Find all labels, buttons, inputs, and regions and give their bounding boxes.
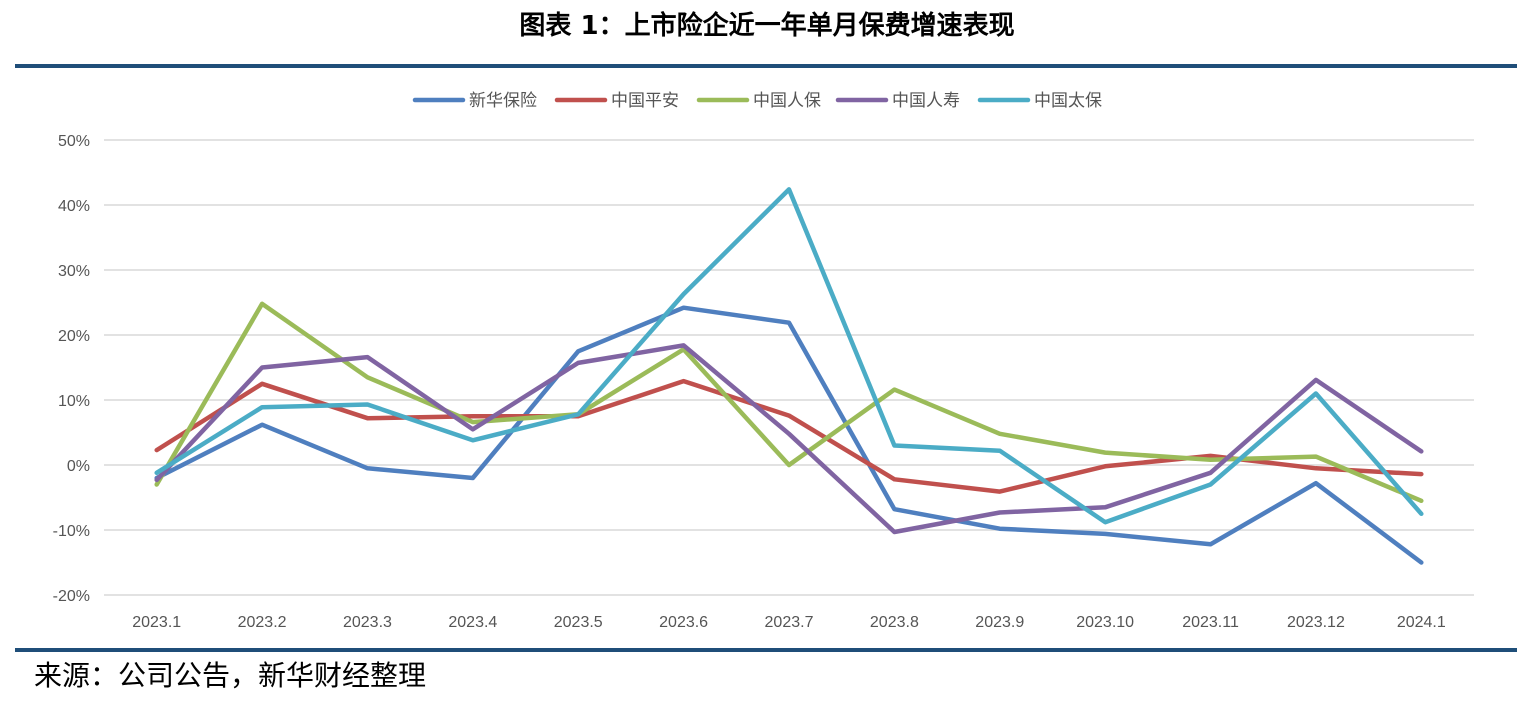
x-tick-label: 2023.4 [448,614,497,631]
gridlines [104,139,1474,596]
y-tick-label: 0% [67,458,90,475]
y-tick-label: 40% [58,198,90,215]
source-note: 来源：公司公告，新华财经整理 [34,659,427,692]
series-line [154,343,1424,535]
x-tick-label: 2023.3 [343,614,392,631]
x-tick-label: 2023.2 [238,614,287,631]
x-tick-label: 2023.5 [554,614,603,631]
figure-title: 图表 1：上市险企近一年单月保费增速表现 [519,11,1015,41]
y-tick-label: 50% [58,133,90,150]
series-line [154,378,1424,494]
legend: 新华保险 中国平安 中国人保 中国人寿 中国太保 [412,91,1102,111]
top-divider [15,64,1517,68]
x-tick-label: 2024.1 [1397,614,1446,631]
series-line [154,301,1424,504]
x-tick-label: 2023.11 [1182,614,1239,631]
x-axis-ticks: 2023.1 2023.2 2023.3 2023.4 2023.5 2023.6 2023… [132,614,1446,631]
legend-label: 中国平安 [611,91,679,111]
y-tick-label: 10% [58,393,90,410]
bottom-divider [15,648,1517,652]
x-tick-label: 2023.10 [1076,614,1134,631]
y-tick-label: 20% [58,328,90,345]
x-tick-label: 2023.7 [765,614,814,631]
series-line [154,187,1424,525]
y-tick-label: 30% [58,263,90,280]
y-axis-ticks: -20% -10% 0% 10% 20% 30% 40% 50% [53,133,90,605]
x-tick-label: 2023.6 [659,614,708,631]
x-tick-label: 2023.9 [975,614,1024,631]
y-tick-label: -10% [53,523,90,540]
y-tick-label: -20% [53,588,90,605]
legend-label: 中国人保 [753,91,821,111]
series-lines [154,187,1424,565]
x-tick-label: 2023.1 [132,614,181,631]
legend-label: 新华保险 [469,91,537,111]
legend-label: 中国人寿 [892,91,960,111]
x-tick-label: 2023.8 [870,614,919,631]
legend-label: 中国太保 [1034,91,1102,111]
series-line [154,305,1424,565]
x-tick-label: 2023.12 [1287,614,1345,631]
